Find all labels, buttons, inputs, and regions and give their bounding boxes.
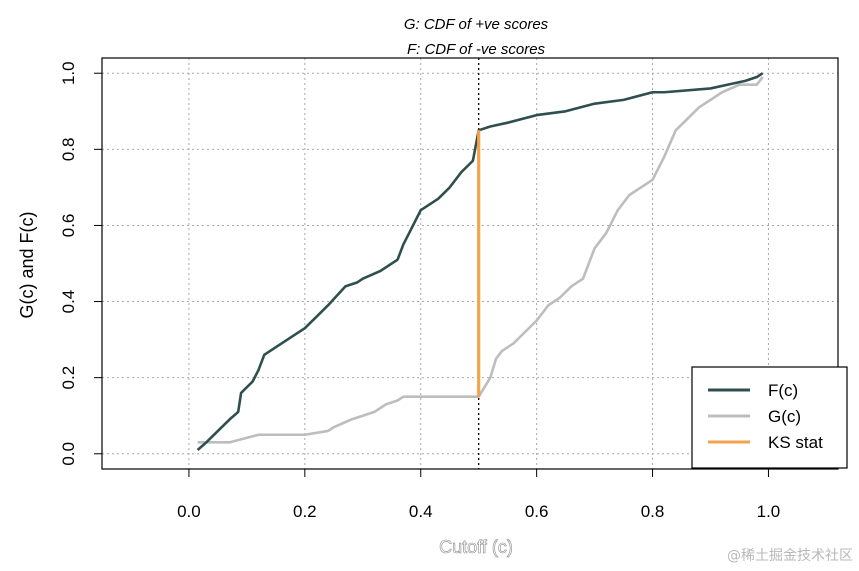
legend-label-g: G(c)	[768, 407, 801, 426]
x-tick-label-3: 0.6	[525, 502, 549, 521]
chart-title-line1: G: CDF of +ve scores	[404, 16, 549, 33]
y-tick-label-2: 0.4	[59, 290, 78, 314]
x-tick-label-2: 0.4	[409, 502, 433, 521]
y-tick-label-1: 0.2	[59, 366, 78, 390]
plot-frame	[101, 57, 839, 470]
legend-label-ks: KS stat	[768, 433, 823, 452]
x-axis-label: Cutoff (c)	[439, 537, 513, 557]
y-tick-label-5: 1.0	[59, 61, 78, 85]
y-axis: 0.0 0.2 0.4 0.6 0.8 1.0	[59, 61, 102, 466]
x-tick-label-5: 1.0	[757, 502, 781, 521]
x-tick-label-4: 0.8	[641, 502, 665, 521]
series-f-line	[196, 72, 764, 451]
grid	[102, 58, 838, 469]
y-tick-label-4: 0.8	[59, 138, 78, 162]
y-tick-label-3: 0.6	[59, 214, 78, 238]
x-tick-label-1: 0.2	[293, 502, 317, 521]
x-axis: 0.0 0.2 0.4 0.6 0.8 1.0	[177, 469, 780, 521]
legend-label-f: F(c)	[768, 381, 798, 400]
chart-title-line2: F: CDF of -ve scores	[407, 41, 546, 58]
x-tick-label-0: 0.0	[177, 502, 201, 521]
y-axis-label: G(c) and F(c)	[17, 211, 37, 318]
legend-box	[691, 366, 848, 469]
series-layer	[196, 72, 764, 451]
legend: F(c) G(c) KS stat	[691, 366, 848, 469]
series-g-line	[197, 76, 764, 444]
y-tick-label-0: 0.0	[59, 442, 78, 466]
watermark: @稀土掘金技术社区	[727, 548, 853, 564]
